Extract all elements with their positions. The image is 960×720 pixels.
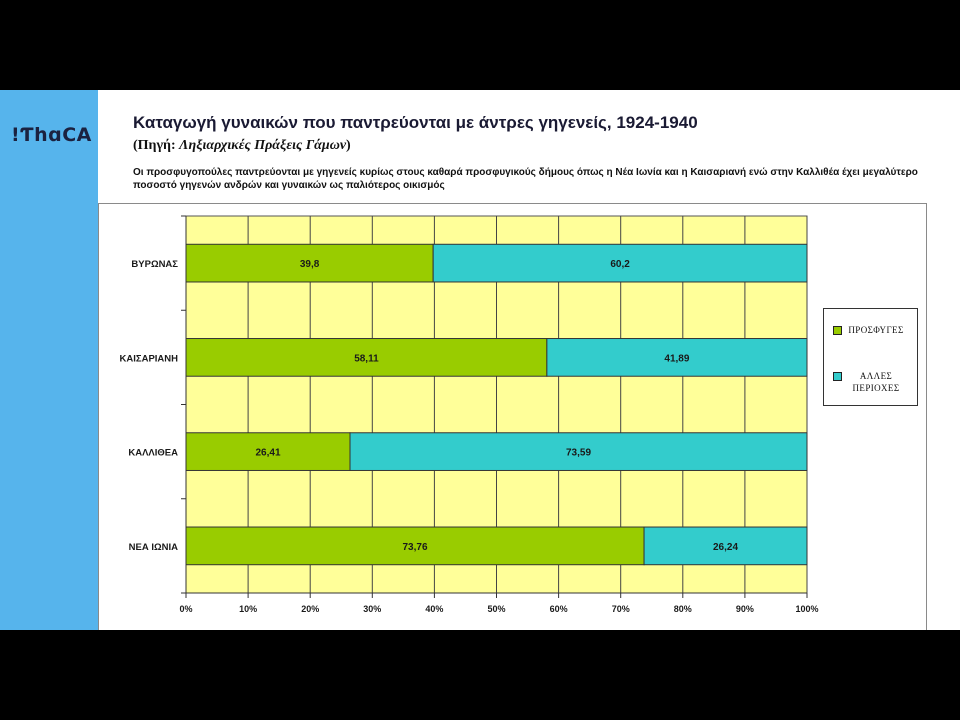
source-prefix: (Πηγή: [133, 138, 176, 153]
x-tick-label-7: 70% [612, 604, 630, 614]
bar-segment-0-3 [185, 526, 645, 566]
legend-label-other-areas: ΑΛΛΕΣ ΠΕΡΙΟΧΕΣ [852, 371, 900, 393]
legend-label-refugees: ΠΡΟΣΦΥΓΕΣ [848, 325, 904, 335]
x-tick-label-4: 40% [425, 604, 443, 614]
source-line: (Πηγή: Ληξιαρχικές Πράξεις Γάμων) [133, 137, 351, 154]
category-label-2: ΚΑΛΛΙΘΕΑ [128, 448, 178, 459]
x-tick-label-0: 0% [179, 604, 192, 614]
x-tick-label-2: 20% [301, 604, 319, 614]
data-label-1-3: 26,24 [713, 542, 738, 553]
category-label-3: ΝΕΑ ΙΩΝΙΑ [129, 542, 178, 553]
data-label-0-0: 39,8 [300, 259, 320, 270]
category-label-0: ΒΥΡΩΝΑΣ [131, 259, 178, 270]
slide-title: Καταγωγή γυναικών που παντρεύονται με άν… [133, 113, 698, 132]
legend-swatch-refugees [833, 326, 842, 335]
bar-segment-1-1 [546, 338, 808, 377]
category-label-1: ΚΑΙΣΑΡΙΑΝΗ [120, 353, 179, 364]
x-tick-label-10: 100% [795, 604, 818, 614]
data-label-0-2: 26,41 [255, 448, 280, 459]
source-text: Ληξιαρχικές Πράξεις Γάμων [179, 138, 347, 153]
description: Οι προσφυγοπούλες παντρεύονται με γηγενε… [133, 167, 918, 191]
logo: !ƬhɑCA [11, 124, 92, 146]
data-label-1-1: 41,89 [664, 353, 689, 364]
bar-segment-0-1 [185, 338, 548, 377]
legend-item-refugees: ΠΡΟΣΦΥΓΕΣ [833, 324, 909, 336]
slide: !ƬhɑCA Καταγωγή γυναικών που παντρεύοντα… [0, 90, 960, 630]
bar-segment-1-3 [643, 526, 808, 566]
legend-item-other-areas: ΑΛΛΕΣ ΠΕΡΙΟΧΕΣ [833, 370, 909, 394]
chart-canvas: 0% 10% 20% 30% 40% 50% 60% 70% 80% 90% 100% 39,8 60,… [120, 215, 819, 614]
x-tick-label-5: 50% [487, 604, 505, 614]
legend: ΠΡΟΣΦΥΓΕΣ ΑΛΛΕΣ ΠΕΡΙΟΧΕΣ [823, 308, 918, 406]
data-label-0-3: 73,76 [403, 542, 428, 553]
x-tick-label-8: 80% [674, 604, 692, 614]
data-label-1-2: 73,59 [566, 448, 591, 459]
data-label-1-0: 60,2 [610, 259, 630, 270]
bar-segment-1-0 [432, 243, 808, 283]
legend-swatch-other-areas [833, 372, 842, 381]
x-tick-label-1: 10% [239, 604, 257, 614]
x-tick-label-3: 30% [363, 604, 381, 614]
x-tick-label-9: 90% [736, 604, 754, 614]
chart: 0% 10% 20% 30% 40% 50% 60% 70% 80% 90% 100% 39,8 60,… [98, 203, 927, 630]
bar-segment-1-2 [349, 432, 808, 471]
sidebar: !ƬhɑCA [0, 90, 98, 630]
data-label-0-1: 58,11 [354, 353, 379, 364]
source-suffix: ) [346, 138, 351, 153]
x-tick-label-6: 60% [550, 604, 568, 614]
bar-segment-0-2 [185, 432, 351, 471]
